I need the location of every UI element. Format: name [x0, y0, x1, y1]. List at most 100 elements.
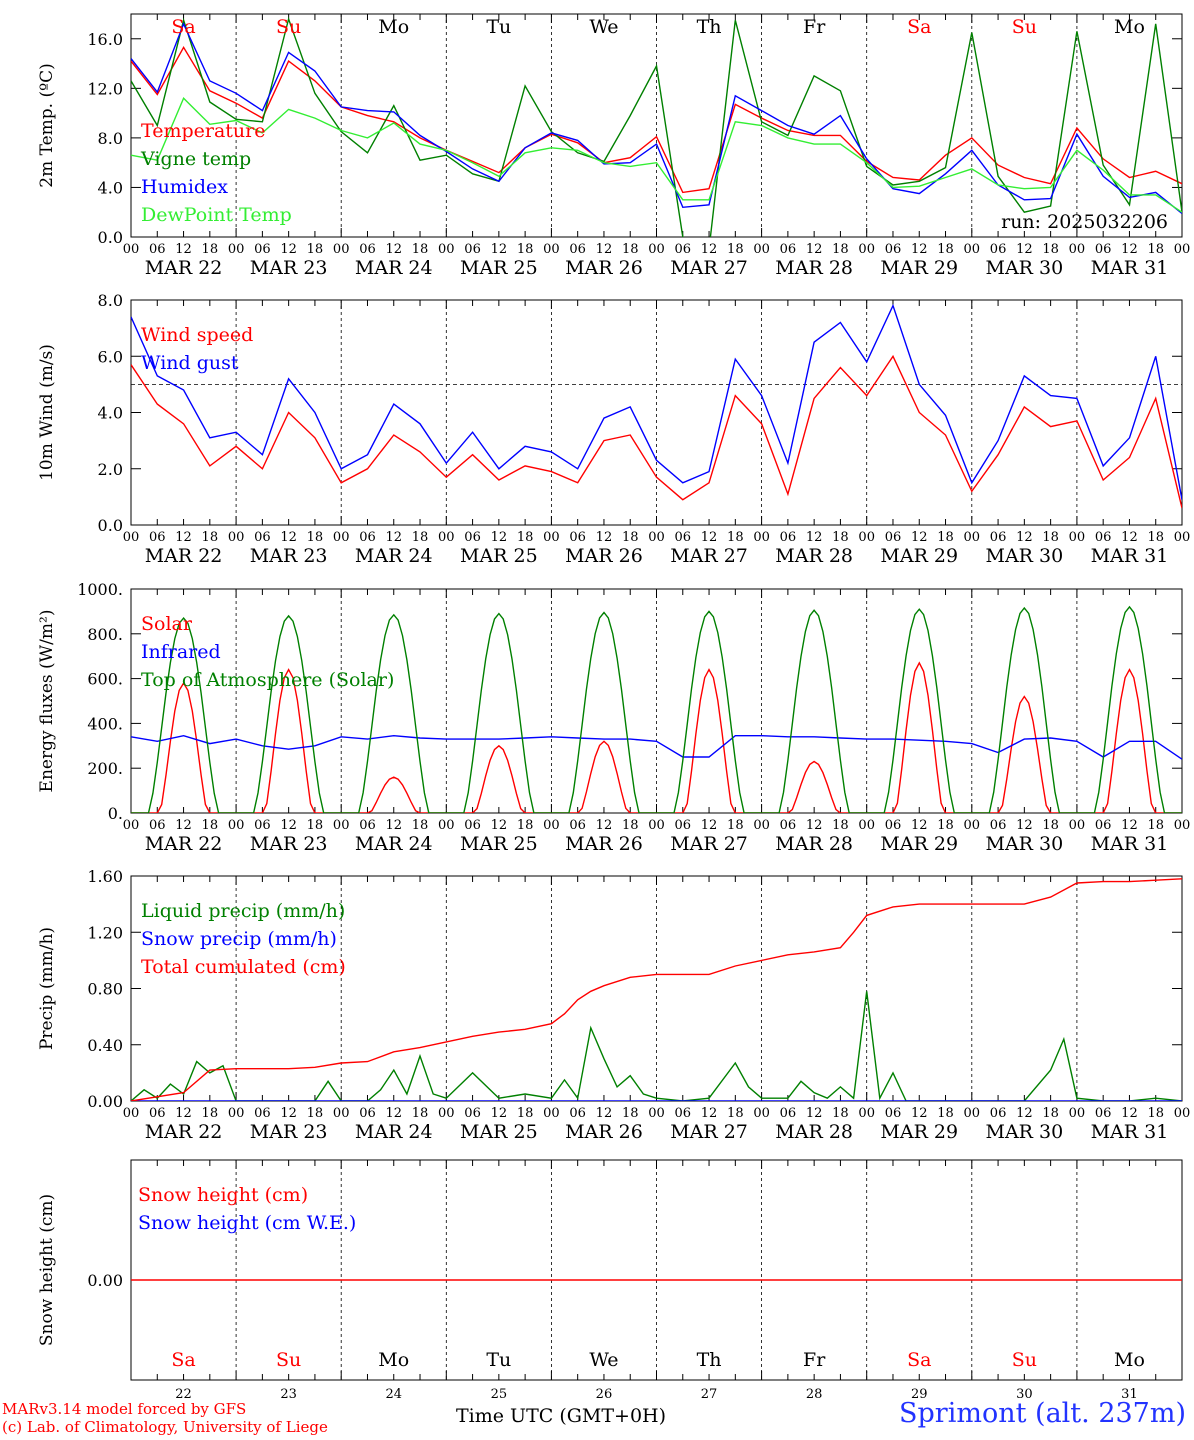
y-tick-label: 800. — [87, 625, 123, 644]
date-label: MAR 30 — [985, 257, 1063, 279]
hour-tick-label: 00 — [123, 1106, 140, 1121]
hour-tick-label: 06 — [464, 530, 481, 545]
y-tick-label: 8.0 — [98, 291, 123, 310]
hour-tick-label: 18 — [832, 530, 849, 545]
hour-tick-label: 12 — [701, 530, 718, 545]
hour-tick-label: 06 — [464, 1106, 481, 1121]
date-label: MAR 24 — [355, 833, 433, 855]
hour-tick-label: 00 — [123, 530, 140, 545]
date-label: MAR 31 — [1091, 1121, 1169, 1143]
date-label: MAR 23 — [250, 257, 328, 279]
series-group — [131, 605, 1182, 813]
hour-tick-label: 18 — [1042, 1106, 1059, 1121]
hour-tick-label: 06 — [359, 1106, 376, 1121]
date-label: MAR 29 — [880, 1121, 958, 1143]
panel-3: 0. 200. 400. 600. 800. 1000. Energy fluxes (W/… — [37, 580, 1190, 855]
hour-tick-label: 00 — [228, 530, 245, 545]
hour-tick-label: 18 — [1042, 818, 1059, 833]
hour-tick-label: 06 — [990, 530, 1007, 545]
hour-tick-label: 12 — [701, 1106, 718, 1121]
hour-tick-label: 00 — [438, 1106, 455, 1121]
hour-tick-label: 12 — [1121, 1106, 1138, 1121]
y-axis-title: 2m Temp. (ºC) — [37, 63, 57, 188]
hour-tick-label: 12 — [1121, 818, 1138, 833]
hour-tick-label: 00 — [333, 530, 350, 545]
hour-tick-label: 06 — [359, 818, 376, 833]
series-line-1 — [131, 303, 1182, 500]
series-group — [131, 16, 1182, 237]
date-label: MAR 31 — [1091, 833, 1169, 855]
hour-tick-label: 00 — [1069, 1106, 1086, 1121]
y-tick-label: 16.0 — [87, 30, 123, 49]
hour-tick-label: 06 — [780, 818, 797, 833]
series-line-3 — [131, 96, 1182, 213]
hour-tick-label: 06 — [675, 242, 692, 257]
hour-tick-label: 12 — [911, 818, 928, 833]
hour-tick-label: 12 — [491, 242, 508, 257]
hour-tick-label: 18 — [307, 818, 324, 833]
hour-tick-label: 06 — [885, 1106, 902, 1121]
hour-tick-label: 00 — [228, 242, 245, 257]
hour-tick-label: 06 — [1095, 530, 1112, 545]
hour-tick-label: 18 — [202, 530, 219, 545]
y-tick-label: 1.60 — [87, 867, 123, 886]
hour-tick-label: 00 — [964, 1106, 981, 1121]
hour-tick-label: 12 — [175, 530, 192, 545]
hour-tick-label: 06 — [464, 242, 481, 257]
date-label: MAR 24 — [355, 545, 433, 567]
date-label: MAR 27 — [670, 257, 748, 279]
hour-tick-label: 00 — [753, 1106, 770, 1121]
date-label: MAR 26 — [565, 545, 643, 567]
weekday-label: Fr — [803, 16, 826, 38]
hour-tick-label: 18 — [937, 1106, 954, 1121]
panel-5: 0.00 Snow height (cm) Snow height (cm) Snow… — [37, 1159, 1183, 1402]
date-label: MAR 26 — [565, 1121, 643, 1143]
hour-tick-label: 12 — [385, 242, 402, 257]
hour-tick-label: 00 — [964, 530, 981, 545]
hour-tick-label: 00 — [1174, 818, 1191, 833]
y-tick-label: 8.0 — [98, 129, 123, 148]
hour-tick-label: 00 — [753, 242, 770, 257]
y-tick-label: 0.0 — [98, 228, 123, 247]
panel-frame — [130, 588, 1183, 814]
weekday-label: Mo — [378, 16, 409, 38]
hour-tick-label: 12 — [701, 818, 718, 833]
legend-entry: Liquid precip (mm/h) — [141, 900, 345, 922]
hour-tick-label: 12 — [280, 242, 297, 257]
weekday-label: Sa — [907, 1349, 931, 1371]
weekday-label: We — [589, 1349, 618, 1371]
date-label: MAR 30 — [985, 545, 1063, 567]
date-label: MAR 29 — [880, 833, 958, 855]
hour-tick-label: 12 — [596, 242, 613, 257]
date-label: MAR 31 — [1091, 545, 1169, 567]
y-tick-label: 2.0 — [98, 460, 123, 479]
hour-tick-label: 12 — [491, 530, 508, 545]
hour-tick-label: 12 — [385, 818, 402, 833]
hour-tick-label: 18 — [937, 242, 954, 257]
hour-tick-label: 00 — [543, 242, 560, 257]
weekday-label: Sa — [171, 1349, 195, 1371]
hour-tick-label: 18 — [832, 818, 849, 833]
date-label: MAR 22 — [145, 257, 223, 279]
hour-tick-label: 00 — [753, 818, 770, 833]
weekday-label: Su — [1012, 16, 1037, 38]
date-label: MAR 27 — [670, 833, 748, 855]
hour-tick-label: 06 — [780, 530, 797, 545]
hour-tick-label: 06 — [464, 818, 481, 833]
series-line-1 — [131, 734, 1182, 760]
weekday-label: Tu — [486, 1349, 511, 1371]
hour-tick-label: 12 — [175, 1106, 192, 1121]
hour-tick-label: 12 — [280, 1106, 297, 1121]
weekday-label: Mo — [378, 1349, 409, 1371]
date-label: MAR 23 — [250, 833, 328, 855]
hour-tick-label: 06 — [1095, 1106, 1112, 1121]
hour-tick-label: 12 — [491, 818, 508, 833]
hour-tick-label: 12 — [491, 1106, 508, 1121]
weekday-label: Mo — [1114, 16, 1145, 38]
hour-tick-label: 00 — [858, 242, 875, 257]
day-number-label: 28 — [806, 1387, 823, 1402]
hour-tick-label: 06 — [1095, 818, 1112, 833]
weekday-label: Sa — [907, 16, 931, 38]
hour-tick-label: 00 — [123, 242, 140, 257]
hour-tick-label: 06 — [569, 818, 586, 833]
